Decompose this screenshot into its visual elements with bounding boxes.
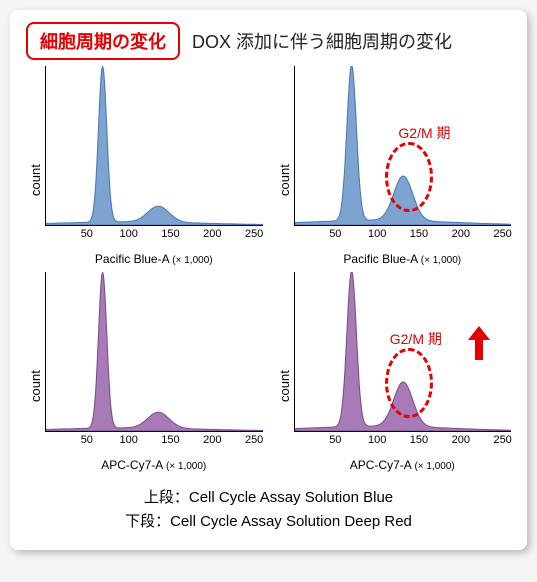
panel-grid: count50100150200250Pacific Blue-A (× 1,0… [26,66,511,472]
histogram-plot: G2/M 期 [294,272,512,432]
x-ticks: 50100150200250 [45,226,263,240]
x-axis-label: APC-Cy7-A (× 1,000) [294,458,512,472]
y-axis-label: count [275,272,294,472]
histogram-plot [45,66,263,226]
y-axis-label: count [26,272,45,472]
legend-line2: 下段：Cell Cycle Assay Solution Deep Red [26,510,511,534]
g2m-ellipse [385,142,433,212]
panel-bottom-left: count50100150200250 APC-Cy7-A (× 1,000) [26,272,263,472]
up-arrow-icon [468,326,490,367]
g2m-annotation: G2/M 期 [390,329,442,349]
histogram-plot: G2/M 期 [294,66,512,226]
figure-title: DOX 添加に伴う細胞周期の変化 [192,28,452,54]
x-ticks: 50100150200250 [294,432,512,446]
x-ticks: 50100150200250 [45,432,263,446]
x-axis-label: APC-Cy7-A (× 1,000) [45,458,263,472]
badge: 細胞周期の変化 [26,22,180,60]
legend-line1: 上段：Cell Cycle Assay Solution Blue [26,486,511,510]
panel-top-right: count G2/M 期 50100150200250 Pacific Blue-A … [275,66,512,266]
x-axis-label: Pacific Blue-A (× 1,000) [294,252,512,266]
x-axis-label: Pacific Blue-A (× 1,000) [45,252,263,266]
histogram-plot [45,272,263,432]
g2m-annotation: G2/M 期 [398,123,450,143]
x-ticks: 50100150200250 [294,226,512,240]
legend: 上段：Cell Cycle Assay Solution Blue 下段：Cel… [26,486,511,534]
g2m-ellipse [385,348,433,418]
y-axis-label: count [26,66,45,266]
y-axis-label: count [275,66,294,266]
figure-card: 細胞周期の変化 DOX 添加に伴う細胞周期の変化 count5010015020… [10,10,527,550]
panel-top-left: count50100150200250 Pacific Blue-A (× 1,0… [26,66,263,266]
panel-bottom-right: count G2/M 期 50100150200250 APC-Cy7-A (× 1,… [275,272,512,472]
header: 細胞周期の変化 DOX 添加に伴う細胞周期の変化 [26,22,511,60]
